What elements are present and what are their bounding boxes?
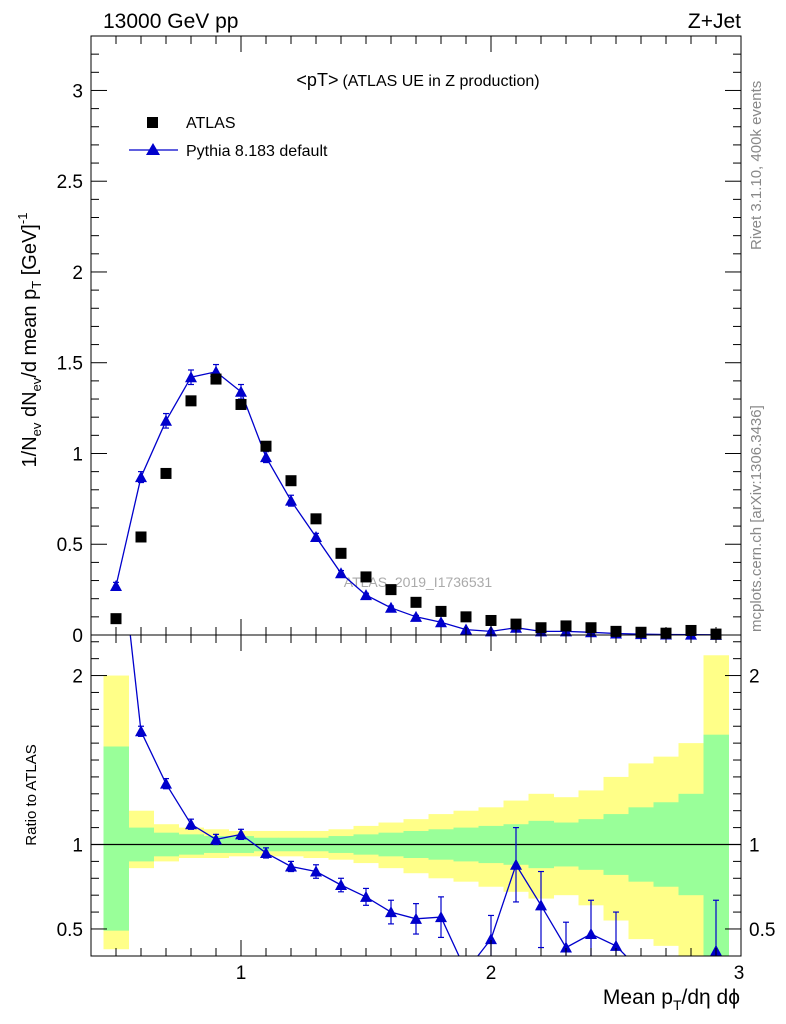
atlas-point <box>560 620 572 632</box>
atlas-point <box>185 395 197 407</box>
ratio-point <box>285 860 297 872</box>
x-tick-label: 2 <box>486 963 497 984</box>
x-axis-label: Mean pT/dη dϕ <box>603 986 740 1013</box>
ratio-axes: 0.5 0.5 1 1 2 2 1 2 3 <box>57 635 775 984</box>
x-tick-label: 3 <box>734 963 745 984</box>
atlas-point <box>460 611 472 623</box>
atlas-point <box>160 467 172 479</box>
pythia-point <box>335 567 347 579</box>
ratio-point <box>585 928 597 940</box>
main-y-tick-label: 0.5 <box>57 535 83 556</box>
main-y-tick-label: 1 <box>72 444 83 465</box>
pythia-point <box>385 601 397 613</box>
main-marks <box>110 363 722 640</box>
ratio-point <box>185 818 197 830</box>
analysis-watermark: ATLAS_2019_I1736531 <box>344 574 493 590</box>
process-label: Z+Jet <box>688 10 741 33</box>
ratio-y-tick-label-right: 1 <box>749 835 760 856</box>
ratio-y-tick-label-right: 0.5 <box>749 920 775 941</box>
atlas-point <box>110 613 122 625</box>
legend-pythia-label: Pythia 8.183 default <box>186 143 328 160</box>
chart-title-sub: (ATLAS UE in Z production) <box>342 73 539 90</box>
atlas-point <box>410 596 422 608</box>
ratio-marks <box>91 635 741 956</box>
pythia-point <box>285 494 297 506</box>
legend-atlas-marker <box>147 117 158 128</box>
energy-label: 13000 GeV pp <box>103 10 238 33</box>
ratio-y-tick-label-right: 2 <box>749 667 760 688</box>
ratio-point <box>160 777 172 789</box>
atlas-point <box>310 513 322 525</box>
ratio-point <box>560 941 572 953</box>
ratio-point <box>135 725 147 737</box>
main-y-tick-label: 1.5 <box>57 354 83 375</box>
pythia-line <box>115 371 717 636</box>
pythia-point <box>310 530 322 542</box>
chart-title-main: <pT> <box>296 70 338 90</box>
atlas-point <box>285 475 297 487</box>
pythia-point <box>160 414 172 426</box>
atlas-point <box>235 398 247 410</box>
atlas-point <box>210 373 222 385</box>
ratio-point <box>485 933 497 945</box>
ratio-point <box>310 865 322 877</box>
atlas-point <box>335 547 347 559</box>
pythia-point <box>185 371 197 383</box>
band-inner-bin <box>103 746 129 931</box>
pythia-point <box>260 451 272 463</box>
ratio-point <box>260 846 272 858</box>
atlas-point <box>360 571 372 583</box>
main-y-tick-label: 0 <box>72 626 83 647</box>
ratio-point <box>210 833 222 845</box>
atlas-point <box>260 440 272 452</box>
ratio-y-tick-label-left: 2 <box>72 667 83 688</box>
pythia-point <box>110 579 122 591</box>
ratio-point <box>435 911 447 923</box>
main-axes: 0 0.5 1 1.5 2 2.5 3 <box>57 35 742 647</box>
ratio-point <box>335 879 347 891</box>
main-y-tick-label: 2 <box>72 263 83 284</box>
ratio-y-tick-label-left: 1 <box>72 835 83 856</box>
main-y-tick-label: 3 <box>72 81 83 102</box>
atlas-point <box>385 584 397 596</box>
pythia-point <box>360 589 372 601</box>
ratio-panel: 0.5 0.5 1 1 2 2 1 2 3 Ratio to ATLAS Mean pT/dη … <box>23 634 775 1013</box>
ratio-point <box>610 939 622 951</box>
atlas-point <box>510 618 522 630</box>
mcplots-label: mcplots.cern.ch [arXiv:1306.3436] <box>748 405 765 632</box>
atlas-point <box>435 605 447 617</box>
pythia-point <box>410 610 422 622</box>
main-y-axis-label: 1/Nev dNev/d mean pT [GeV]-1 <box>15 213 44 468</box>
legend-pythia-marker <box>146 143 160 155</box>
ratio-point <box>235 828 247 840</box>
pythia-point <box>235 385 247 397</box>
chart-title: <pT> (ATLAS UE in Z production) <box>296 70 539 90</box>
ratio-y-axis-label: Ratio to ATLAS <box>23 744 40 845</box>
ratio-point <box>385 906 397 918</box>
main-panel: ATLAS_2019_I1736531 0 0.5 1 1.5 2 2.5 3 <pT> (A… <box>15 35 742 647</box>
rivet-label: Rivet 3.1.10, 400k events <box>748 81 765 250</box>
ratio-point <box>510 858 522 870</box>
pythia-point <box>135 471 147 483</box>
pythia-point <box>435 616 447 628</box>
x-tick-label: 1 <box>236 963 247 984</box>
ratio-point <box>410 912 422 924</box>
atlas-point <box>135 531 147 543</box>
main-y-tick-label: 2.5 <box>57 172 83 193</box>
legend-atlas-label: ATLAS <box>186 115 236 132</box>
legend: ATLAS Pythia 8.183 default <box>129 115 328 160</box>
ratio-point <box>360 890 372 902</box>
ratio-point <box>535 899 547 911</box>
ratio-y-tick-label-left: 0.5 <box>57 920 83 941</box>
